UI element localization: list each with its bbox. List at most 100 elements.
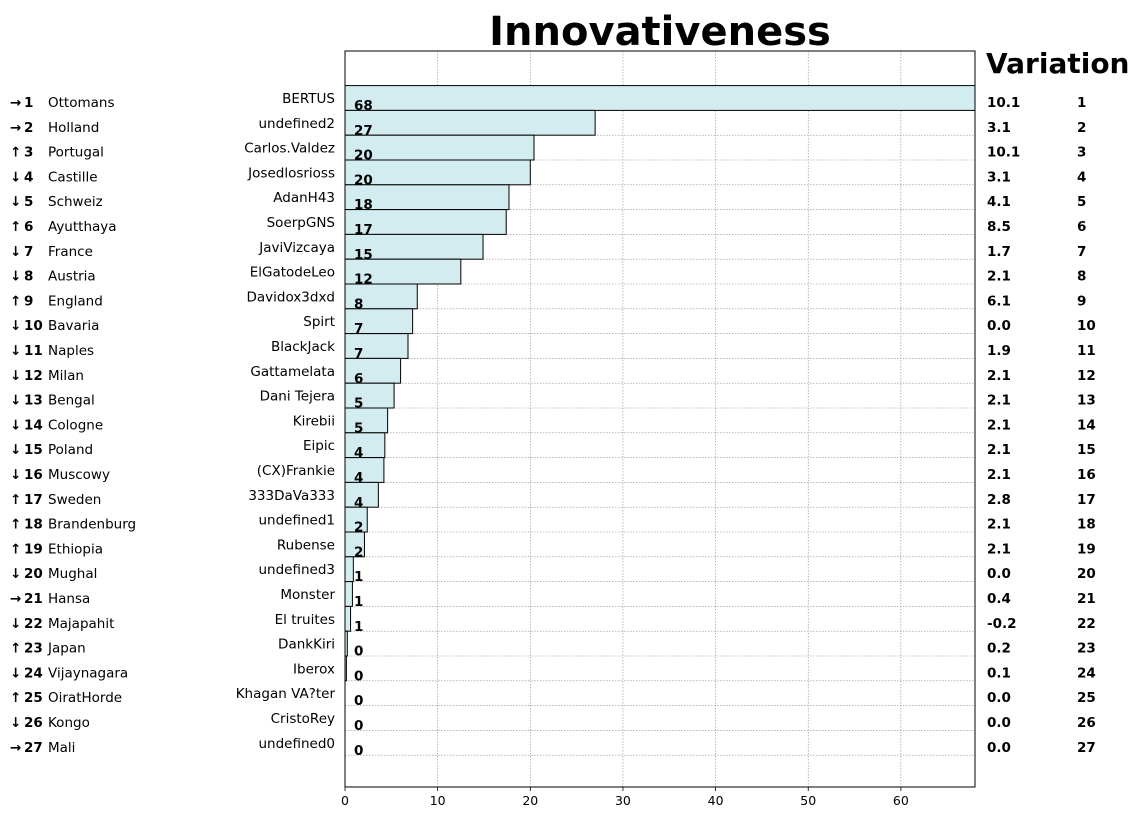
country-name: Ayutthaya xyxy=(48,219,117,235)
right-rank-number: 11 xyxy=(1077,343,1096,359)
rank-number: 4 xyxy=(24,169,33,185)
rank-arrow: ↓ xyxy=(10,368,21,384)
x-tick-label: 10 xyxy=(430,793,446,808)
variation-value: 2.8 xyxy=(987,492,1011,508)
rank-arrow: ↓ xyxy=(10,343,21,359)
value-label: 0 xyxy=(354,693,363,709)
country-name: Majapahit xyxy=(48,616,114,632)
country-name: Castille xyxy=(48,169,98,185)
variation-value: 2.1 xyxy=(987,393,1011,409)
category-label: El truites xyxy=(275,612,335,628)
category-label: 333DaVa333 xyxy=(248,488,335,504)
category-label: Carlos.Valdez xyxy=(244,141,335,157)
variation-value: 10.1 xyxy=(987,95,1020,111)
right-rank-number: 25 xyxy=(1077,690,1096,706)
value-label: 7 xyxy=(354,346,363,362)
country-name: Mali xyxy=(48,740,75,756)
category-label: JaviVizcaya xyxy=(258,240,335,256)
country-name: Bavaria xyxy=(48,318,99,334)
variation-value: 3.1 xyxy=(987,120,1011,136)
bar xyxy=(344,85,976,111)
rank-number: 15 xyxy=(24,442,43,458)
x-tick-label: 40 xyxy=(708,793,724,808)
value-label: 4 xyxy=(354,470,363,486)
category-label: Josedlosrioss xyxy=(247,165,335,181)
value-label: 0 xyxy=(354,718,363,734)
variation-value: 2.1 xyxy=(987,442,1011,458)
value-label: 17 xyxy=(354,222,373,238)
value-label: 4 xyxy=(354,445,363,461)
category-label: CristoRey xyxy=(271,711,335,727)
bar xyxy=(344,382,395,409)
right-rank-number: 23 xyxy=(1077,641,1096,657)
category-label: AdanH43 xyxy=(273,190,335,206)
value-label: 0 xyxy=(354,644,363,660)
value-label: 8 xyxy=(354,296,363,312)
country-name: England xyxy=(48,293,103,309)
bar xyxy=(344,407,389,434)
rank-arrow: ↑ xyxy=(10,219,21,235)
rank-number: 16 xyxy=(24,467,43,483)
category-label: Spirt xyxy=(303,314,335,330)
country-name: Brandenburg xyxy=(48,517,136,533)
rank-arrow: ↓ xyxy=(10,665,21,681)
country-name: Sweden xyxy=(48,492,101,508)
country-name: Schweiz xyxy=(48,194,103,210)
variation-value: -0.2 xyxy=(987,616,1017,632)
variation-value: 3.1 xyxy=(987,169,1011,185)
rank-number: 1 xyxy=(24,95,33,111)
variation-value: 0.2 xyxy=(987,641,1011,657)
x-tick-label: 0 xyxy=(341,793,349,808)
rank-number: 22 xyxy=(24,616,43,632)
bar xyxy=(344,581,353,607)
value-label: 20 xyxy=(354,172,373,188)
rank-arrow: ↓ xyxy=(10,715,21,731)
variation-value: 0.1 xyxy=(987,665,1011,681)
right-rank-number: 8 xyxy=(1077,269,1086,285)
country-name: Ethiopia xyxy=(48,541,103,557)
country-name: Kongo xyxy=(48,715,90,731)
rank-number: 19 xyxy=(24,541,43,557)
rank-number: 24 xyxy=(24,665,43,681)
variation-title: Variation xyxy=(986,47,1130,80)
rank-arrow: → xyxy=(10,591,21,607)
right-rank-number: 4 xyxy=(1077,169,1086,185)
value-label: 2 xyxy=(354,520,363,536)
value-label: 1 xyxy=(354,594,363,610)
rank-number: 17 xyxy=(24,492,43,508)
variation-value: 2.1 xyxy=(987,541,1011,557)
rank-number: 14 xyxy=(24,417,43,433)
rank-arrow: ↑ xyxy=(10,492,21,508)
category-label: BlackJack xyxy=(271,339,335,355)
value-label: 12 xyxy=(354,272,373,288)
value-label: 0 xyxy=(354,668,363,684)
country-name: Portugal xyxy=(48,145,104,161)
category-label: SoerpGNS xyxy=(267,215,335,231)
rank-arrow: ↓ xyxy=(10,442,21,458)
x-tick-label: 50 xyxy=(800,793,816,808)
variation-value: 0.0 xyxy=(987,740,1011,756)
rank-number: 12 xyxy=(24,368,43,384)
right-rank-number: 22 xyxy=(1077,616,1096,632)
right-rank-number: 16 xyxy=(1077,467,1096,483)
bar xyxy=(344,109,596,136)
value-label: 27 xyxy=(354,123,373,139)
variation-value: 1.7 xyxy=(987,244,1011,260)
rank-number: 2 xyxy=(24,120,33,136)
bar xyxy=(344,457,385,483)
variation-value: 2.1 xyxy=(987,368,1011,384)
category-label: Kirebii xyxy=(293,413,335,429)
value-label: 1 xyxy=(354,569,363,585)
right-rank-number: 10 xyxy=(1077,318,1096,334)
value-label: 1 xyxy=(354,619,363,635)
right-rank-number: 19 xyxy=(1077,541,1096,557)
rank-arrow: ↓ xyxy=(10,244,21,260)
right-rank-number: 13 xyxy=(1077,393,1096,409)
rank-arrow: ↓ xyxy=(10,616,21,632)
country-name: Japan xyxy=(47,641,86,657)
bar xyxy=(344,605,352,632)
right-rank-number: 24 xyxy=(1077,665,1096,681)
value-label: 2 xyxy=(354,544,363,560)
rank-number: 25 xyxy=(24,690,43,706)
